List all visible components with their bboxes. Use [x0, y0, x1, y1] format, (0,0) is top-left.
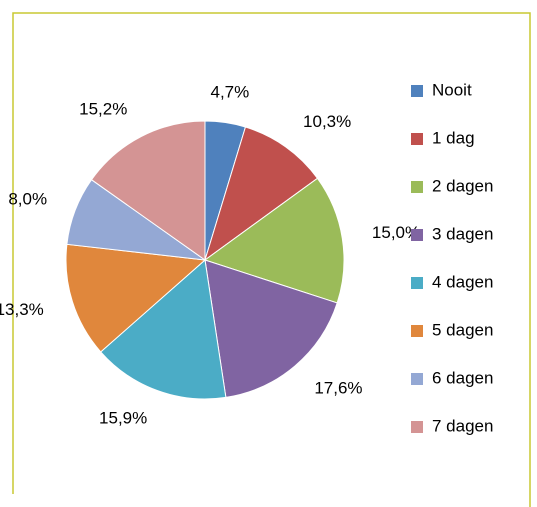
- data-label: 13,3%: [0, 300, 44, 319]
- pie-slice: [100, 259, 227, 400]
- pie-slice: [203, 177, 345, 304]
- legend-swatch: [411, 85, 423, 97]
- legend-label: 7 dagen: [432, 416, 493, 435]
- legend-label: 6 dagen: [432, 368, 493, 387]
- legend-swatch: [411, 133, 423, 145]
- legend-label: 4 dagen: [432, 272, 493, 291]
- legend-swatch: [411, 181, 423, 193]
- legend-swatch: [411, 277, 423, 289]
- data-label: 4,7%: [210, 82, 249, 101]
- pie-slice: [65, 243, 207, 353]
- pie-slice: [90, 120, 206, 261]
- data-label: 17,6%: [314, 378, 362, 397]
- legend-swatch: [411, 421, 423, 433]
- legend-label: 1 dag: [432, 128, 475, 147]
- pie-slice: [204, 126, 319, 262]
- pie-slice: [204, 259, 338, 398]
- legend-label: 3 dagen: [432, 224, 493, 243]
- data-label: 15,9%: [99, 408, 147, 427]
- data-label: 15,2%: [79, 99, 127, 118]
- legend-label: 2 dagen: [432, 176, 493, 195]
- legend-label: Nooit: [432, 80, 472, 99]
- data-label: 10,3%: [303, 112, 351, 131]
- chart-border: [12, 12, 531, 507]
- legend-swatch: [411, 229, 423, 241]
- legend-swatch: [411, 373, 423, 385]
- data-label: 15,0%: [372, 223, 420, 242]
- legend-label: 5 dagen: [432, 320, 493, 339]
- data-label: 8,0%: [8, 189, 47, 208]
- legend-swatch: [411, 325, 423, 337]
